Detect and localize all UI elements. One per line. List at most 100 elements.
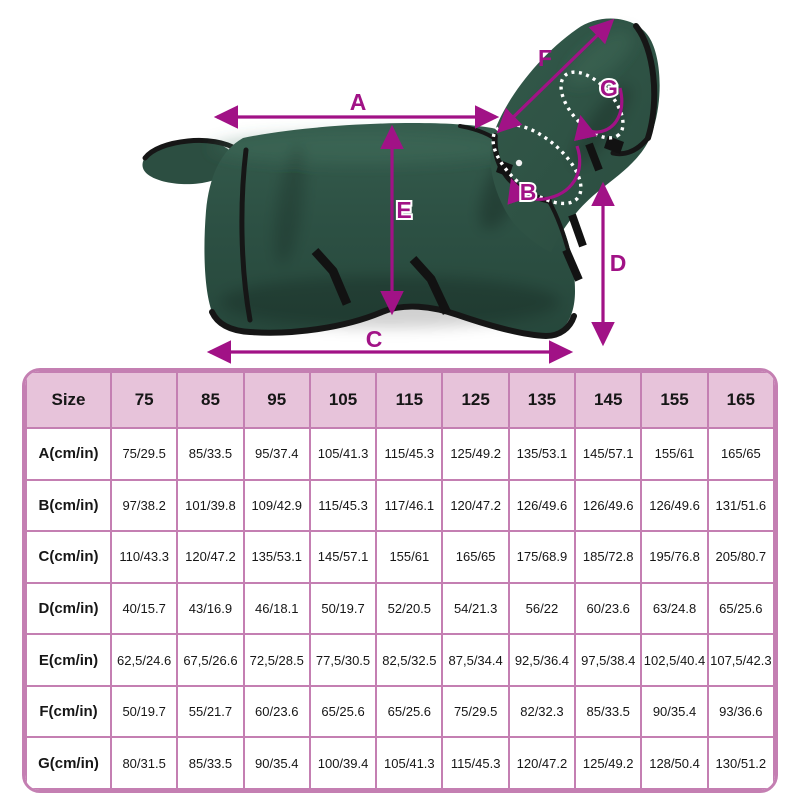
col-header-75: 75	[109, 371, 179, 429]
col-header-95: 95	[242, 371, 311, 429]
size-cell: 107,5/42.3	[706, 633, 775, 687]
col-header-size: Size	[25, 371, 112, 429]
dimension-labels: A F G E B D C	[350, 45, 627, 352]
label-C: C	[366, 326, 383, 352]
col-header-135: 135	[507, 371, 577, 429]
hood-edge-binding	[633, 23, 658, 141]
rug-body	[204, 123, 577, 340]
table-row-A: A(cm/in) 75/29.5 85/33.5 95/37.4 105/41.3 115…	[25, 427, 775, 481]
arrow-F	[496, 18, 615, 134]
size-cell: 109/42.9	[242, 478, 311, 533]
size-cell: 60/23.6	[574, 581, 643, 636]
size-cell: 120/47.2	[441, 478, 510, 533]
size-cell: 125/49.2	[574, 736, 643, 790]
size-cell: 52/20.5	[375, 581, 444, 636]
col-header-155: 155	[640, 371, 709, 429]
size-cell: 128/50.4	[640, 736, 709, 790]
rug-diagram-svg: A F G E B D C	[142, 18, 660, 364]
col-header-145: 145	[574, 371, 643, 429]
size-cell: 126/49.6	[507, 478, 577, 533]
bottom-hem-binding	[209, 303, 577, 340]
size-cell: 205/80.7	[706, 530, 775, 584]
size-cell: 82/32.3	[507, 684, 577, 739]
leg-strap-left	[311, 247, 352, 306]
size-cell: 93/36.6	[706, 684, 775, 739]
size-cell: 126/49.6	[574, 478, 643, 533]
size-cell: 130/51.2	[706, 736, 775, 790]
table-row-F: F(cm/in) 50/19.7 55/21.7 60/23.6 65/25.6 65/2…	[25, 684, 775, 739]
size-cell: 185/72.8	[574, 530, 643, 584]
size-cell: 75/29.5	[109, 427, 179, 481]
size-cell: 101/39.8	[176, 478, 245, 533]
row-label-B: B(cm/in)	[25, 478, 112, 533]
chest-strap-upper	[568, 213, 587, 248]
size-cell: 40/15.7	[109, 581, 179, 636]
snap-fastener	[515, 159, 523, 167]
row-label-A: A(cm/in)	[25, 427, 112, 481]
size-cell: 60/23.6	[242, 684, 311, 739]
size-cell: 115/45.3	[441, 736, 510, 790]
col-header-165: 165	[706, 371, 775, 429]
size-cell: 82,5/32.5	[375, 633, 444, 687]
col-header-125: 125	[441, 371, 510, 429]
size-chart: Size 75 85 95 105 115 125 135 145 155 165 A(cm/in)…	[22, 368, 778, 793]
size-cell: 145/57.1	[308, 530, 378, 584]
size-cell: 63/24.8	[640, 581, 709, 636]
size-cell: 56/22	[507, 581, 577, 636]
size-table: Size 75 85 95 105 115 125 135 145 155 165 A(cm/in)…	[25, 371, 775, 790]
size-cell: 85/33.5	[176, 736, 245, 790]
size-cell: 135/53.1	[507, 427, 577, 481]
size-cell: 165/65	[706, 427, 775, 481]
size-cell: 55/21.7	[176, 684, 245, 739]
table-row-D: D(cm/in) 40/15.7 43/16.9 46/18.1 50/19.7 52/2…	[25, 581, 775, 636]
size-cell: 155/61	[640, 427, 709, 481]
label-G: G	[600, 75, 618, 101]
size-cell: 50/19.7	[308, 581, 378, 636]
horse-rug-measurement-diagram: A F G E B D C	[0, 0, 800, 368]
size-cell: 120/47.2	[176, 530, 245, 584]
size-cell: 90/35.4	[242, 736, 311, 790]
size-cell: 105/41.3	[375, 736, 444, 790]
size-cell: 120/47.2	[507, 736, 577, 790]
size-cell: 43/16.9	[176, 581, 245, 636]
size-cell: 77,5/30.5	[308, 633, 378, 687]
size-cell: 135/53.1	[242, 530, 311, 584]
size-cell: 195/76.8	[640, 530, 709, 584]
measure-ellipse-B	[491, 122, 583, 206]
label-B: B	[520, 179, 537, 205]
collar-binding	[492, 133, 552, 204]
row-label-D: D(cm/in)	[25, 581, 112, 636]
size-cell: 110/43.3	[109, 530, 179, 584]
size-cell: 75/29.5	[441, 684, 510, 739]
size-cell: 100/39.4	[308, 736, 378, 790]
size-cell: 95/37.4	[242, 427, 311, 481]
table-row-B: B(cm/in) 97/38.2 101/39.8 109/42.9 115/45.3 1…	[25, 478, 775, 533]
size-cell: 125/49.2	[441, 427, 510, 481]
table-row-C: C(cm/in) 110/43.3 120/47.2 135/53.1 145/57.1…	[25, 530, 775, 584]
hood-buckle	[604, 136, 624, 154]
row-label-F: F(cm/in)	[25, 684, 112, 739]
size-table-header-row: Size 75 85 95 105 115 125 135 145 155 165	[25, 371, 775, 429]
size-cell: 117/46.1	[375, 478, 444, 533]
row-label-G: G(cm/in)	[25, 736, 112, 790]
size-cell: 126/49.6	[640, 478, 709, 533]
size-cell: 105/41.3	[308, 427, 378, 481]
size-cell: 90/35.4	[640, 684, 709, 739]
row-label-C: C(cm/in)	[25, 530, 112, 584]
size-cell: 97,5/38.4	[574, 633, 643, 687]
col-header-105: 105	[308, 371, 378, 429]
size-cell: 65/25.6	[308, 684, 378, 739]
dimension-arrows	[206, 18, 615, 364]
size-cell: 54/21.3	[441, 581, 510, 636]
size-cell: 62,5/24.6	[109, 633, 179, 687]
size-cell: 65/25.6	[706, 581, 775, 636]
size-cell: 87,5/34.4	[441, 633, 510, 687]
size-cell: 80/31.5	[109, 736, 179, 790]
table-row-G: G(cm/in) 80/31.5 85/33.5 90/35.4 100/39.4 105…	[25, 736, 775, 790]
size-cell: 175/68.9	[507, 530, 577, 584]
table-row-E: E(cm/in) 62,5/24.6 67,5/26.6 72,5/28.5 77,5/…	[25, 633, 775, 687]
col-header-85: 85	[176, 371, 245, 429]
size-cell: 97/38.2	[109, 478, 179, 533]
size-cell: 115/45.3	[308, 478, 378, 533]
size-cell: 85/33.5	[574, 684, 643, 739]
